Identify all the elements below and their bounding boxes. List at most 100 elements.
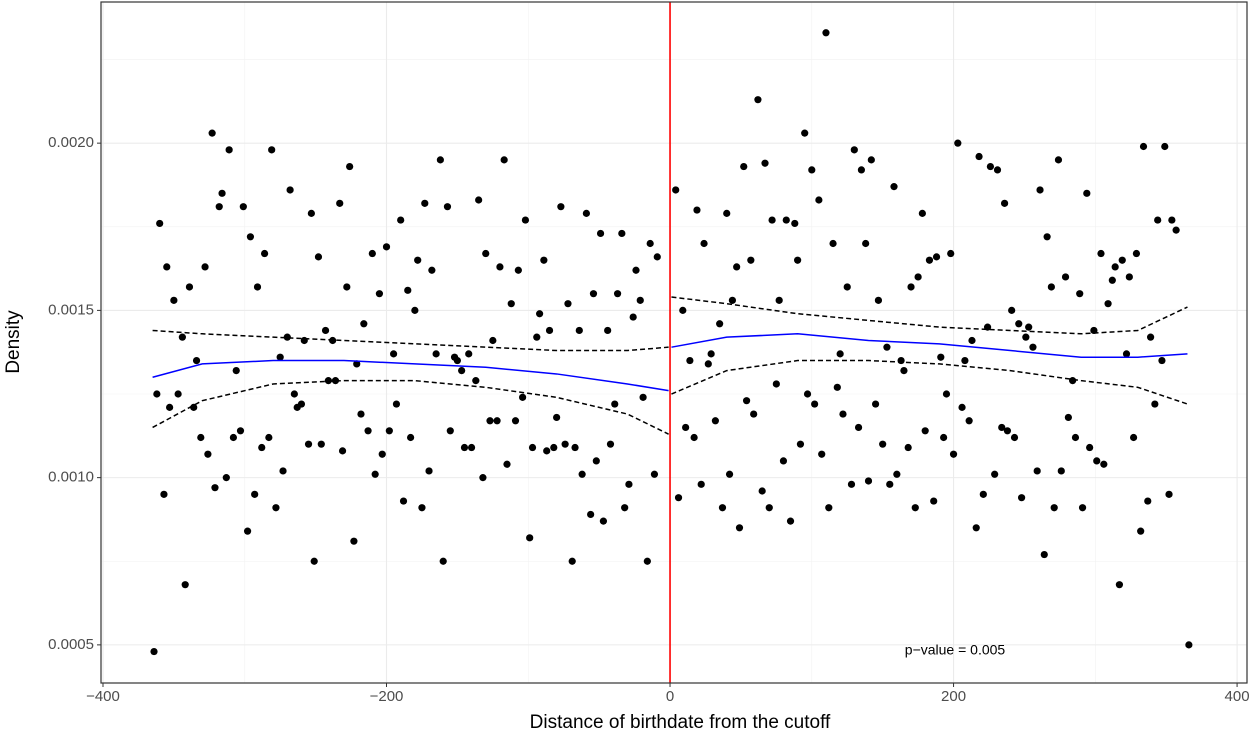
fit-line <box>671 333 1188 358</box>
point <box>972 524 980 532</box>
point <box>1111 263 1119 271</box>
point <box>160 490 168 498</box>
point <box>343 283 351 291</box>
point <box>914 273 922 281</box>
point <box>897 356 905 365</box>
point <box>700 239 708 248</box>
point <box>867 156 875 164</box>
point <box>425 467 433 475</box>
point <box>754 96 762 104</box>
point <box>346 162 354 171</box>
point <box>825 504 833 512</box>
point <box>883 343 891 351</box>
point <box>716 320 724 328</box>
point <box>1104 300 1112 308</box>
point <box>378 450 386 458</box>
point <box>218 189 226 197</box>
point <box>954 139 962 147</box>
point <box>791 219 799 228</box>
point <box>215 203 223 211</box>
point <box>1022 333 1030 341</box>
point <box>1025 323 1033 331</box>
point <box>1165 490 1173 498</box>
point <box>540 256 548 264</box>
point <box>331 377 340 385</box>
point <box>707 350 715 358</box>
point <box>1043 233 1051 241</box>
point <box>728 296 737 304</box>
point <box>208 129 216 137</box>
point <box>304 440 313 448</box>
point <box>613 290 622 298</box>
point <box>268 146 276 154</box>
point <box>421 199 429 207</box>
point <box>811 400 819 408</box>
point <box>1144 497 1152 505</box>
point <box>251 490 259 498</box>
point <box>475 196 483 204</box>
point <box>204 450 212 458</box>
point <box>553 413 561 422</box>
point <box>829 239 837 248</box>
point <box>385 427 393 435</box>
point <box>822 29 830 37</box>
point <box>1047 283 1055 291</box>
point <box>779 457 788 465</box>
point <box>907 283 915 291</box>
point <box>604 326 612 335</box>
point <box>1054 156 1063 164</box>
point <box>1029 343 1037 351</box>
point <box>283 333 291 341</box>
point <box>1122 350 1131 358</box>
point <box>1000 199 1009 207</box>
point <box>272 504 280 512</box>
point <box>465 350 473 358</box>
point <box>170 296 178 304</box>
point <box>740 162 748 171</box>
point <box>489 336 497 345</box>
point <box>375 290 384 298</box>
point <box>1147 333 1155 341</box>
point <box>211 484 219 492</box>
point <box>310 557 318 565</box>
point <box>467 443 476 452</box>
point <box>253 283 262 291</box>
point <box>150 647 158 656</box>
point <box>1115 581 1124 589</box>
x-tick-label: −400 <box>86 688 120 705</box>
point <box>958 403 966 411</box>
point <box>921 427 929 435</box>
point <box>733 263 741 271</box>
point <box>1057 467 1065 475</box>
point <box>518 393 527 401</box>
point <box>587 510 595 519</box>
point <box>993 166 1002 174</box>
point <box>399 497 408 505</box>
point <box>418 504 426 512</box>
point <box>258 443 266 452</box>
point <box>575 326 583 335</box>
point <box>389 350 398 358</box>
point <box>279 467 287 475</box>
point <box>1161 142 1169 151</box>
point <box>650 470 659 478</box>
point <box>314 253 323 261</box>
point <box>297 400 306 408</box>
point <box>682 423 690 432</box>
point <box>439 557 447 565</box>
point <box>1069 377 1077 385</box>
point <box>672 186 680 194</box>
point <box>653 253 661 261</box>
fit-line <box>152 359 669 392</box>
point <box>243 527 252 535</box>
point <box>1050 504 1058 512</box>
point <box>1168 216 1176 224</box>
point <box>782 216 790 224</box>
point <box>286 186 294 194</box>
point <box>750 410 758 418</box>
point <box>229 433 238 442</box>
point <box>201 263 209 271</box>
point <box>632 266 640 274</box>
point <box>1125 273 1133 281</box>
